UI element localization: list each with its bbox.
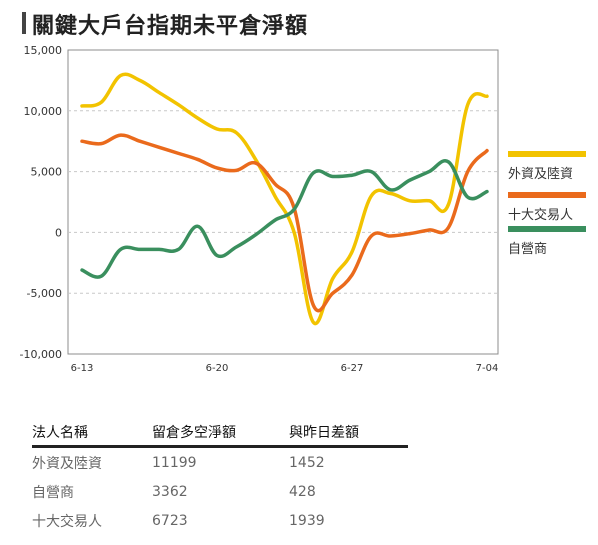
x-tick-label: 6-20 [206,363,229,374]
y-tick-label: -5,000 [27,287,62,300]
cell-name: 自營商 [32,484,74,501]
legend-item-dealers: 自營商 [508,226,586,257]
y-tick-label: 0 [55,226,62,239]
table-row: 十大交易人 6723 1939 [32,506,408,535]
y-tick-label: -10,000 [20,348,62,361]
legend-label-top10: 十大交易人 [508,208,574,223]
cell-name: 十大交易人 [32,513,102,530]
series-line-top10 [80,133,489,313]
series-line-dealers [80,159,489,279]
cell-net-position: 3362 [152,483,188,500]
cell-daily-change: 1452 [289,454,325,471]
header-name: 法人名稱 [32,425,88,441]
x-tick-label: 6-13 [71,363,94,374]
header-net-position: 留倉多空淨額 [152,425,236,441]
legend-label-dealers: 自營商 [508,242,548,257]
cell-net-position: 6723 [152,512,188,529]
series-line-foreign [80,72,489,326]
y-tick-label: 15,000 [24,44,63,57]
legend-swatch-foreign [508,151,586,157]
summary-table: 法人名稱 留倉多空淨額 與昨日差額 外資及陸資 11199 1452 自營商 3… [32,416,408,535]
legend-item-foreign: 外資及陸資 [508,151,586,182]
cell-name: 外資及陸資 [32,455,102,472]
line-chart: -10,000 -5,000 0 5,000 10,000 15,000 6-13 6-20 6… [20,44,499,374]
table-row: 自營商 3362 428 [32,477,408,506]
title-accent-bar [22,12,26,34]
plot-frame [67,49,499,355]
legend-swatch-dealers [508,226,586,232]
cell-net-position: 11199 [152,454,197,471]
x-tick-label: 6-27 [341,363,364,374]
cell-daily-change: 428 [289,483,316,500]
chart-title: 關鍵大戶台指期未平倉淨額 [32,13,309,39]
cell-daily-change: 1939 [289,512,325,529]
y-tick-label: 10,000 [24,105,63,118]
legend-swatch-top10 [508,192,586,198]
table-header: 法人名稱 留倉多空淨額 與昨日差額 [32,416,408,448]
legend-item-top10: 十大交易人 [508,192,586,223]
table-row: 外資及陸資 11199 1452 [32,448,408,477]
y-tick-label: 5,000 [31,166,63,179]
x-tick-label: 7-04 [476,363,499,374]
header-daily-change: 與昨日差額 [289,425,359,441]
legend-label-foreign: 外資及陸資 [508,167,574,182]
